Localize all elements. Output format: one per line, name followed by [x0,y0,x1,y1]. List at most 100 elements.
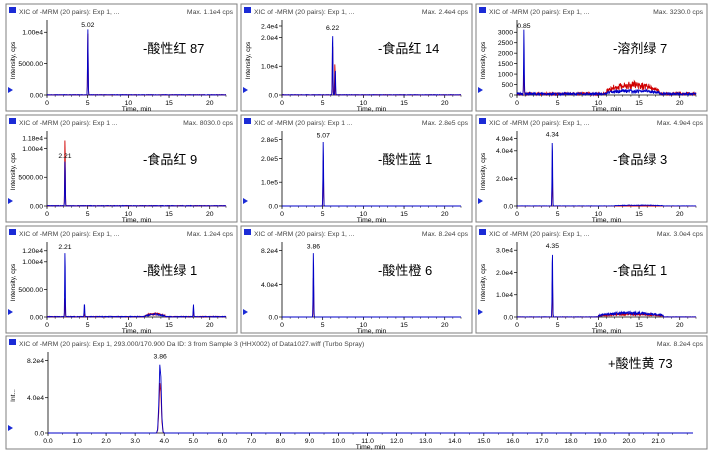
x-tick-label: 20 [206,211,214,218]
x-tick-label: 20 [441,211,449,218]
x-tick-label: 15 [635,100,643,107]
y-tick-label: 5000.00 [18,175,43,182]
chart-panel: XIC of -MRM (20 pairs): Exp 1 ... Max. 80… [5,114,238,224]
x-tick-label: 5 [556,100,560,107]
x-axis-label: Time, min [122,328,152,335]
scroll-marker-icon [478,309,483,315]
max-intensity-label: Max. 8.2e4 cps [422,231,469,238]
compound-label: -食品红 1 [613,263,667,278]
x-tick-label: 18.0 [564,438,577,445]
x-tick-label: 2.0 [101,438,111,445]
panel-header: XIC of -MRM (20 pairs): Exp 1, ... [254,231,355,238]
chart-panel: XIC of -MRM (20 pairs): Exp 1, 293.000/1… [5,335,708,451]
y-tick-label: 4.0e4 [496,148,513,155]
x-tick-label: 10 [125,100,133,107]
y-tick-label: 4.9e4 [496,136,513,143]
y-tick-label: 0.0 [504,314,514,321]
chart-panel: XIC of -MRM (20 pairs): Exp 1, ... Max. 1… [5,225,238,335]
max-intensity-label: Max. 3.0e4 cps [657,231,704,238]
x-axis-label: Time, min [122,217,152,224]
x-tick-label: 4.0 [159,438,169,445]
x-tick-label: 15 [400,211,408,218]
y-tick-label: 0.0 [269,92,279,99]
peak-label: 0.85 [517,23,530,30]
peak-label: 2.21 [58,244,71,251]
series-line [516,29,697,97]
x-tick-label: 10 [595,322,603,329]
max-intensity-label: Max. 1.2e4 cps [187,231,234,238]
max-intensity-label: Max. 8030.0 cps [183,120,233,127]
y-tick-label: 0.00 [30,314,43,321]
scroll-marker-icon [8,309,13,315]
x-tick-label: 5 [86,100,90,107]
peak-label: 5.02 [81,22,94,29]
x-tick-label: 20 [441,322,449,329]
series-color-swatch [244,7,251,13]
x-tick-label: 15 [400,322,408,329]
scroll-marker-icon [243,87,248,93]
panel-header: XIC of -MRM (20 pairs): Exp 1, ... [19,9,120,16]
y-tick-label: 0.0 [504,203,514,210]
max-intensity-label: Max. 4.9e4 cps [657,120,704,127]
x-tick-label: 3.0 [130,438,140,445]
y-tick-label: 2500 [498,40,513,47]
y-tick-label: 3.0e4 [496,248,513,255]
y-tick-label: 2.4e4 [261,23,278,30]
x-tick-label: 10 [595,211,603,218]
series-color-swatch [479,229,486,235]
x-tick-label: 13.0 [419,438,432,445]
x-tick-label: 0 [45,322,49,329]
y-axis-label: Intensity, cps [10,263,17,301]
x-tick-label: 11.0 [361,438,374,445]
scroll-marker-icon [8,198,13,204]
peak-label: 5.07 [317,132,330,139]
y-axis-label: Intensity, cps [480,41,487,79]
x-tick-label: 0 [515,100,519,107]
peak-label: 3.86 [154,354,167,361]
x-tick-label: 10.0 [332,438,345,445]
panel-header: XIC of -MRM (20 pairs): Exp 1, ... [489,9,590,16]
panel-frame [5,335,708,450]
panel-frame [5,225,238,334]
panel-frame [240,225,473,334]
scroll-marker-icon [478,87,483,93]
y-tick-label: 2.0e4 [261,35,278,42]
compound-label: -食品红 14 [378,41,439,56]
panel-header: XIC of -MRM (20 pairs): Exp 1, ... [489,231,590,238]
series-line [46,161,227,207]
x-tick-label: 10 [360,322,368,329]
series-color-swatch [244,229,251,235]
y-tick-label: 1.00e4 [22,30,43,37]
x-tick-label: 0 [515,322,519,329]
y-tick-label: 0.0 [269,203,279,210]
y-tick-label: 3000 [498,30,513,37]
series-color-swatch [479,118,486,124]
panel-header: XIC of -MRM (20 pairs): Exp 1, ... [19,231,120,238]
x-tick-label: 6.0 [218,438,228,445]
x-tick-label: 0 [515,211,519,218]
x-tick-label: 20 [206,322,214,329]
x-tick-label: 20 [206,100,214,107]
compound-label: -酸性橙 6 [378,263,432,278]
y-axis-label: Intensity, cps [245,41,252,79]
panel-header: XIC of -MRM (20 pairs): Exp 1, ... [254,9,355,16]
y-tick-label: 2.8e5 [261,137,278,144]
y-tick-label: 0.0 [269,314,279,321]
x-tick-label: 10 [125,211,133,218]
panel-header: XIC of -MRM (20 pairs): Exp 1, 293.000/1… [19,341,364,348]
compound-label: -酸性蓝 1 [378,152,432,167]
y-tick-label: 5000.00 [18,61,43,68]
chart-panel: XIC of -MRM (20 pairs): Exp 1, ... Max. 1… [5,3,238,113]
y-tick-label: 1.00e4 [22,146,43,153]
x-tick-label: 10 [125,322,133,329]
x-axis-label: Time, min [592,328,622,335]
series-line [516,254,697,318]
chart-panel: XIC of -MRM (20 pairs): Exp 1, ... Max. 3… [475,3,708,113]
x-tick-label: 15 [400,100,408,107]
series-line [281,36,462,96]
x-tick-label: 15 [165,100,173,107]
x-tick-label: 5 [556,211,560,218]
series-line [516,142,697,207]
x-tick-label: 1.0 [72,438,82,445]
